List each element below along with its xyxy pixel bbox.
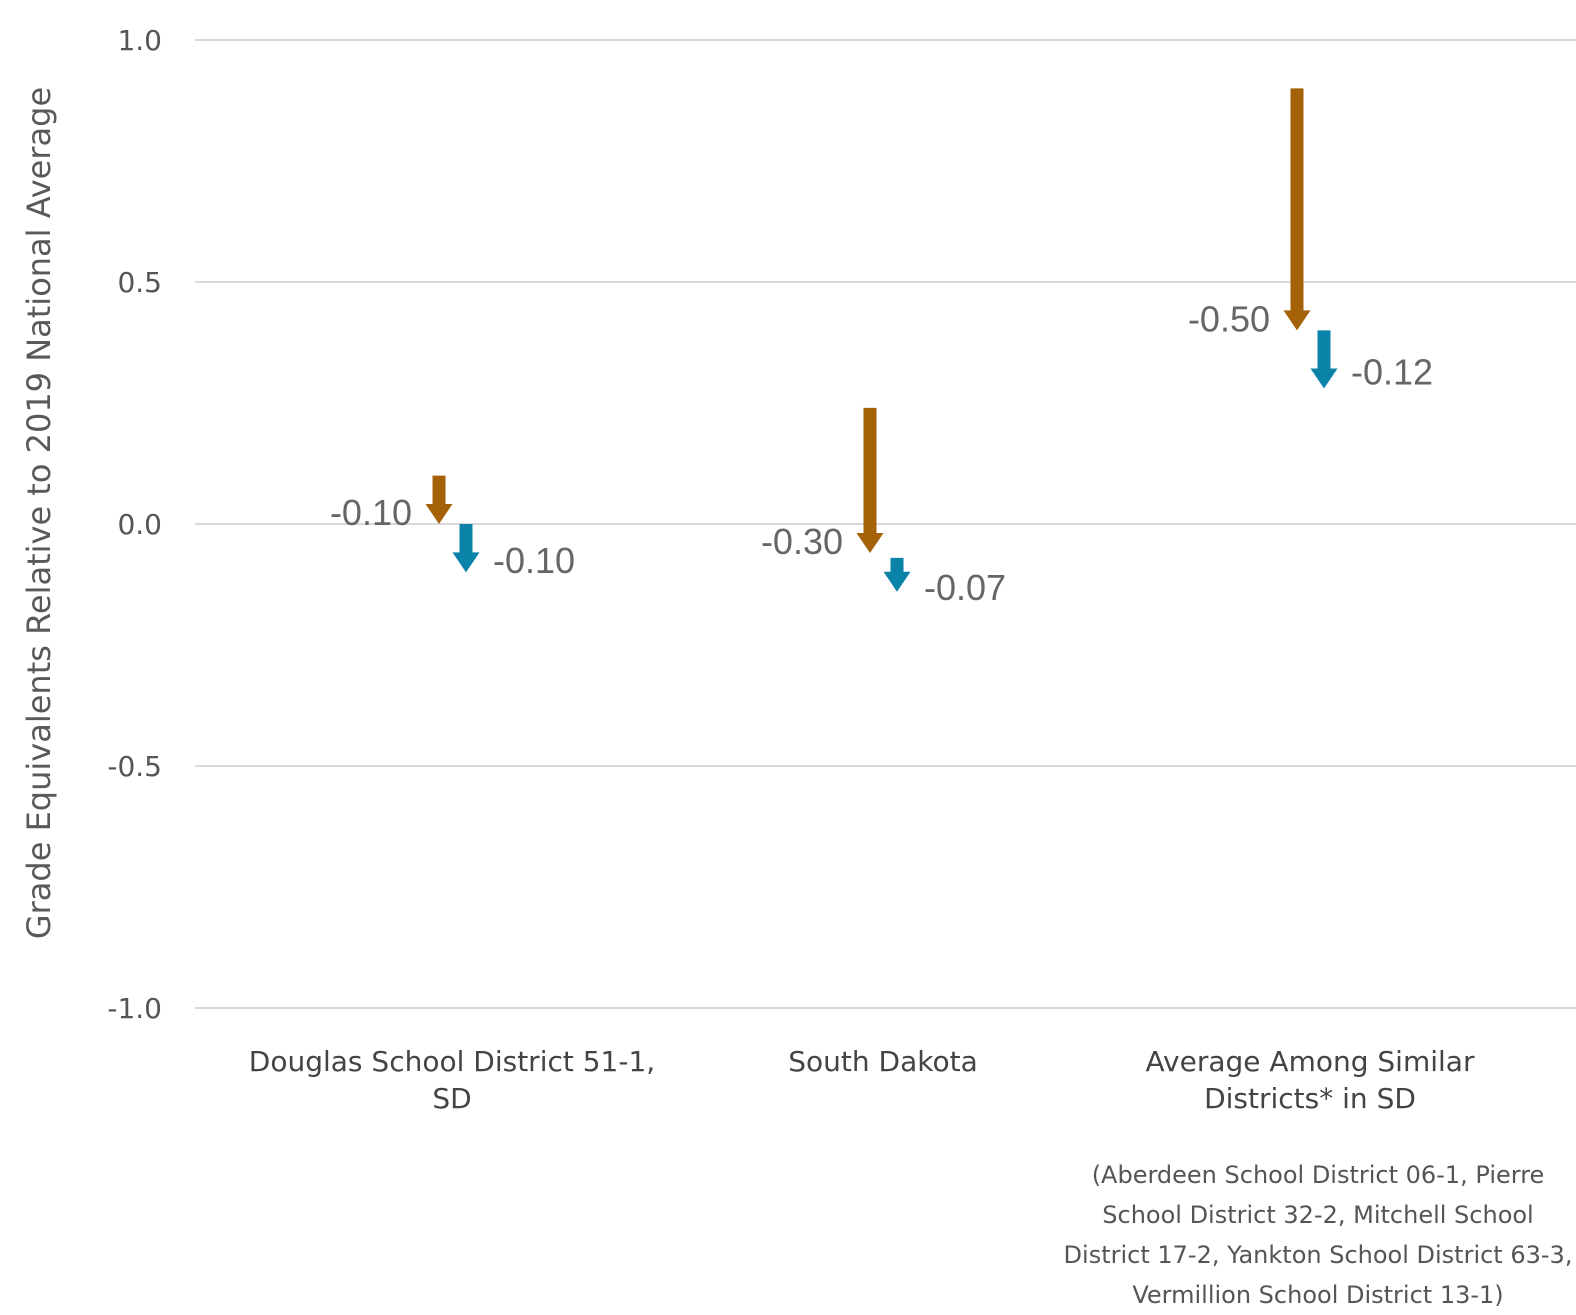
y-axis-ticks: 1.0 0.5 0.0 -0.5 -1.0	[107, 24, 162, 1025]
data-label: -0.30	[761, 521, 843, 562]
arrow-mark	[1310, 330, 1338, 389]
data-label: -0.50	[1188, 298, 1270, 339]
data-label: -0.10	[330, 492, 412, 533]
arrow-mark	[425, 475, 453, 524]
y-tick-label: 0.5	[117, 266, 162, 299]
x-axis-categories: Douglas School District 51-1, SD South Dak…	[249, 1045, 1573, 1309]
arrow-mark	[883, 557, 911, 592]
category-label: Average Among Similar	[1146, 1045, 1475, 1078]
data-label: -0.12	[1351, 351, 1433, 392]
category-label: South Dakota	[788, 1045, 977, 1078]
category-note: School District 32-2, Mitchell School	[1102, 1201, 1533, 1229]
y-axis-label: Grade Equivalents Relative to 2019 Natio…	[20, 87, 58, 939]
arrow-mark	[1283, 88, 1311, 331]
arrow-marks: -0.10 -0.30 -0.50 -0.10 -0.07 -0.12	[330, 88, 1433, 608]
arrow-mark	[452, 524, 480, 573]
y-tick-label: 0.0	[117, 508, 162, 541]
category-label: SD	[432, 1082, 471, 1115]
data-label: -0.07	[924, 567, 1006, 608]
data-label: -0.10	[493, 540, 575, 581]
category-label: Douglas School District 51-1,	[249, 1045, 655, 1078]
category-note: Vermillion School District 13-1)	[1132, 1281, 1503, 1309]
y-tick-label: -0.5	[107, 750, 162, 783]
category-label: Districts* in SD	[1204, 1082, 1416, 1115]
arrow-mark	[856, 407, 884, 554]
category-note: District 17-2, Yankton School District 6…	[1064, 1241, 1573, 1269]
y-tick-label: -1.0	[107, 992, 162, 1025]
grid-lines	[195, 39, 1576, 1009]
category-note: (Aberdeen School District 06-1, Pierre	[1092, 1161, 1545, 1189]
y-tick-label: 1.0	[117, 24, 162, 57]
